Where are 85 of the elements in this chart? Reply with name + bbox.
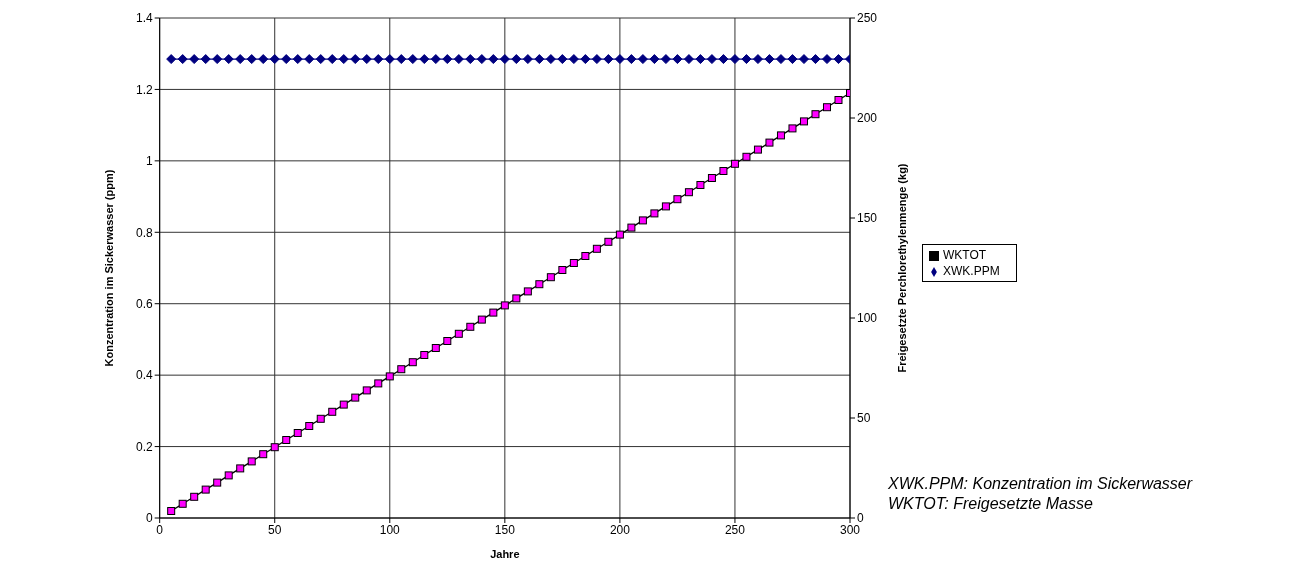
point — [719, 167, 728, 175]
point — [259, 450, 268, 459]
point — [661, 202, 670, 211]
x-tick-label: 0 — [156, 522, 164, 537]
point — [224, 471, 233, 480]
point — [535, 280, 544, 289]
point — [374, 379, 383, 388]
point — [351, 393, 360, 402]
point — [569, 259, 578, 267]
y-tick-label: 1.4 — [135, 11, 153, 26]
point — [270, 443, 279, 452]
point — [523, 287, 532, 296]
point — [385, 372, 394, 381]
y-tick-label: 1.2 — [135, 82, 153, 97]
x-tick-label: 250 — [724, 522, 746, 537]
point — [213, 478, 222, 487]
point — [799, 117, 808, 126]
point — [500, 301, 509, 310]
point — [604, 237, 613, 246]
point — [236, 464, 245, 473]
point — [673, 195, 682, 204]
point — [397, 365, 406, 374]
point — [512, 294, 521, 303]
point — [293, 429, 302, 437]
y2-tick-label: 100 — [857, 311, 878, 326]
point — [558, 266, 567, 274]
point — [834, 96, 843, 104]
x-tick-label: 150 — [494, 522, 516, 537]
point — [178, 499, 187, 508]
text: WKTOT: Freigesetzte Masse — [888, 494, 1094, 514]
x-tick-label: 100 — [379, 522, 401, 537]
point — [201, 485, 210, 494]
point — [696, 181, 705, 189]
point — [638, 216, 647, 225]
point — [707, 174, 716, 182]
point — [730, 159, 739, 168]
text: XWK.PPM: Konzentration im Sickerwasser — [888, 474, 1193, 494]
y-tick-label: 0.8 — [135, 225, 153, 240]
point — [408, 358, 417, 367]
point — [627, 223, 636, 232]
point — [316, 414, 325, 423]
point — [546, 273, 555, 282]
point — [305, 422, 314, 430]
y2-tick-label: 150 — [857, 211, 878, 226]
point — [339, 400, 348, 409]
point — [592, 244, 601, 253]
y-tick-label: 0 — [145, 511, 153, 526]
point — [684, 188, 693, 197]
y-tick-label: 0.6 — [135, 296, 153, 311]
x-axis-title: Jahre — [490, 548, 520, 560]
point — [788, 124, 797, 133]
point — [822, 103, 831, 112]
point — [167, 507, 176, 515]
legend-label: WKTOT — [943, 248, 987, 262]
y-tick-label: 1 — [145, 154, 153, 169]
point — [466, 322, 475, 331]
y2-tick-label: 200 — [857, 111, 878, 126]
y-tick-label: 0.2 — [135, 439, 153, 454]
y2-tick-label: 50 — [857, 411, 871, 426]
point — [489, 308, 498, 317]
point — [765, 138, 774, 147]
point — [328, 407, 337, 416]
point — [742, 152, 751, 161]
point — [776, 131, 785, 140]
point — [282, 436, 291, 444]
point — [431, 344, 440, 352]
point — [615, 230, 624, 239]
point — [650, 209, 659, 218]
point — [811, 110, 820, 119]
y-tick-label: 0.4 — [135, 368, 153, 383]
point — [247, 457, 256, 466]
point — [362, 386, 371, 395]
point — [454, 329, 463, 338]
point — [581, 252, 590, 260]
y-axis-title: Konzentration im Sickerwasser (ppm) — [102, 169, 115, 367]
point — [443, 337, 452, 345]
y2-axis-title: Freigesetzte Perchlorethylenmenge (kg) — [895, 163, 908, 373]
legend-label: XWK.PPM — [943, 264, 1000, 278]
point — [477, 315, 486, 324]
point — [420, 351, 429, 359]
y2-tick-label: 250 — [857, 11, 878, 26]
x-tick-label: 50 — [268, 522, 282, 537]
point — [753, 145, 762, 154]
x-tick-label: 200 — [609, 522, 631, 537]
point — [190, 492, 199, 501]
